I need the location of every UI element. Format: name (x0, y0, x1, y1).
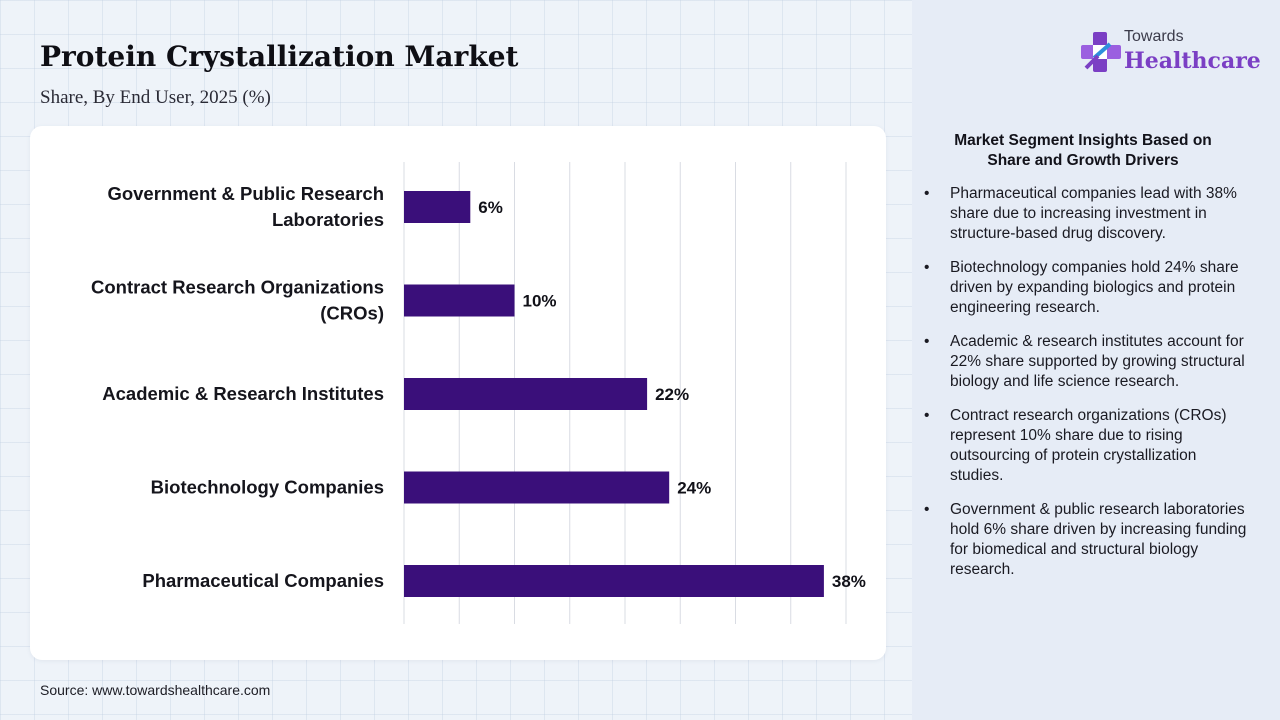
bullet-icon: • (924, 407, 930, 424)
brand-logo[interactable]: Towards Healthcare (1080, 26, 1261, 82)
bar (404, 471, 670, 504)
category-label: Pharmaceutical Companies (142, 570, 384, 591)
category-label: Government & Public Research (107, 183, 384, 204)
bullet-icon: • (924, 259, 930, 276)
insights-title: Market Segment Insights Based on Share a… (928, 131, 1238, 171)
source-note: Source: www.towardshealthcare.com (40, 682, 271, 698)
bullet-icon: • (924, 185, 930, 202)
bar (404, 284, 515, 317)
insights-title-line1: Market Segment Insights Based on (954, 132, 1212, 149)
insights-title-line2: Share and Growth Drivers (987, 152, 1179, 169)
bar-value-label: 6% (478, 198, 503, 217)
bar-value-label: 24% (677, 479, 711, 498)
insight-text: Contract research organizations (CROs) r… (950, 407, 1227, 484)
insight-item: • Government & public research laboratori… (924, 500, 1254, 580)
bar-chart: 6% Government & Public Research Laboratori… (91, 162, 866, 624)
insights-panel (912, 0, 1280, 720)
insight-item: • Academic & research institutes account … (924, 332, 1254, 392)
insight-item: • Pharmaceutical companies lead with 38% … (924, 184, 1254, 244)
insight-text: Biotechnology companies hold 24% share d… (950, 259, 1239, 316)
logo-main-text: Healthcare (1124, 48, 1261, 74)
insight-text: Pharmaceutical companies lead with 38% s… (950, 185, 1237, 242)
page-subtitle: Share, By End User, 2025 (%) (40, 87, 271, 108)
bar (404, 378, 648, 410)
bar-value-label: 22% (655, 385, 689, 404)
category-label: Biotechnology Companies (151, 477, 384, 498)
bullet-icon: • (924, 333, 930, 350)
insight-item: • Biotechnology companies hold 24% share … (924, 258, 1254, 318)
bullet-icon: • (924, 501, 930, 518)
insight-text: Government & public research laboratorie… (950, 501, 1247, 578)
category-label: Laboratories (272, 209, 384, 230)
category-label: Academic & Research Institutes (102, 383, 384, 404)
insight-text: Academic & research institutes account f… (950, 333, 1245, 390)
logo-top-text: Towards (1124, 28, 1184, 45)
bar (404, 191, 471, 223)
insights-list: • Pharmaceutical companies lead with 38% … (924, 184, 1254, 594)
insight-item: • Contract research organizations (CROs) … (924, 406, 1254, 486)
bar-value-label: 10% (523, 292, 557, 311)
chart-area: Protein Crystallization Market Share, By… (30, 40, 886, 698)
chart-card: 6% Government & Public Research Laboratori… (30, 126, 886, 660)
page-title: Protein Crystallization Market (40, 40, 519, 73)
category-label: Contract Research Organizations (91, 277, 384, 298)
category-label: (CROs) (320, 303, 384, 324)
bar (404, 565, 824, 597)
bar-value-label: 38% (832, 572, 866, 591)
medical-cross-icon (1080, 30, 1122, 74)
